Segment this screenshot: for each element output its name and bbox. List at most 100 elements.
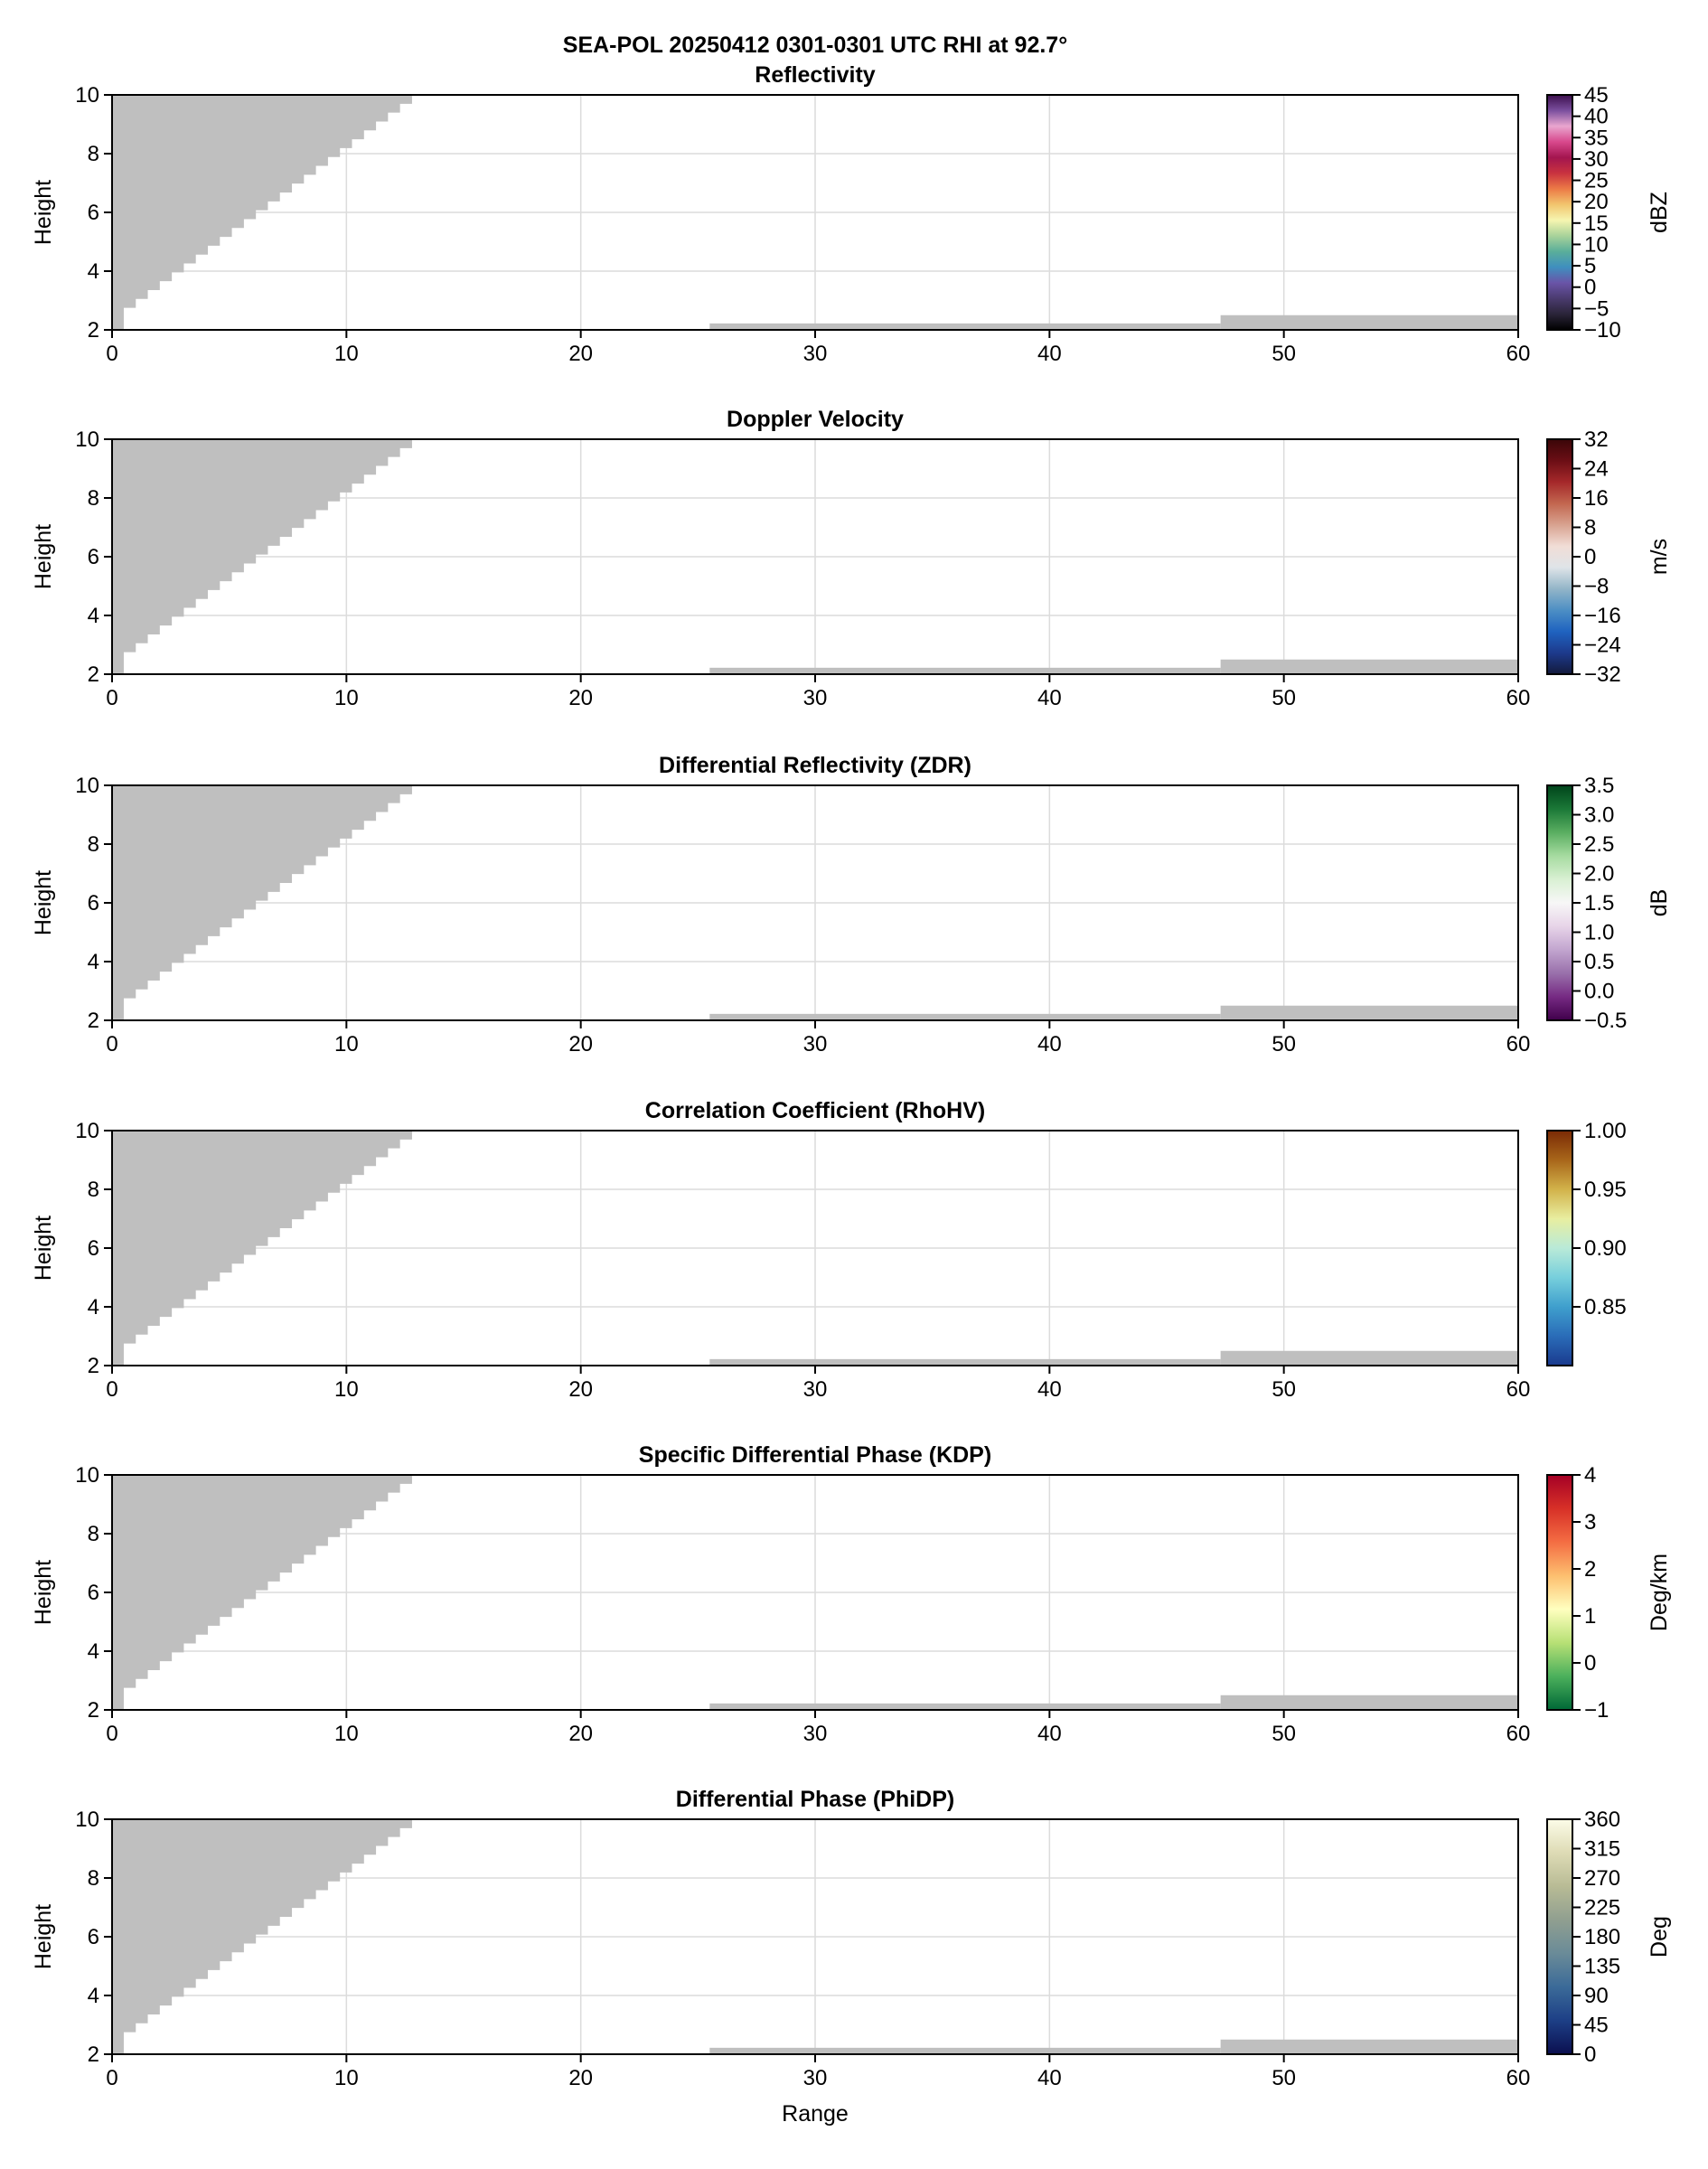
masked-region-lower [1220,315,1518,330]
colorbar-tick-label: 16 [1584,486,1609,511]
colorbar-tick-label: 0.95 [1584,1178,1627,1202]
colorbar-tick-label: 30 [1584,147,1609,172]
y-tick-label: 2 [88,1009,99,1033]
colorbar-tick-label: 0.90 [1584,1236,1627,1261]
colorbar-tick-label: 4 [1584,1463,1596,1488]
x-tick-label: 0 [106,2066,117,2090]
y-axis-label: Height [31,1904,56,1969]
colorbar-tick-label: 0.85 [1584,1295,1627,1319]
x-tick-label: 10 [334,1377,359,1402]
y-axis-label: Height [31,1216,56,1281]
colorbar-tick-label: 0 [1584,545,1596,569]
x-tick-label: 30 [803,2066,828,2090]
y-tick-label: 2 [88,1698,99,1723]
panel-title: Correlation Coefficient (RhoHV) [645,1098,985,1123]
panel-2: Differential Reflectivity (ZDR)0 10 20 30 40… [31,753,1672,1056]
y-tick-label: 10 [75,1463,99,1488]
x-tick-label: 10 [334,1032,359,1056]
colorbar-tick-label: 225 [1584,1896,1620,1920]
x-tick-label: 50 [1272,2066,1296,2090]
y-tick-label: 4 [88,1639,99,1664]
colorbar-tick-label: 360 [1584,1808,1620,1832]
masked-region-upper [112,1475,412,1710]
colorbar-tick-label: 32 [1584,427,1609,452]
colorbar-tick-label: 0.5 [1584,950,1614,974]
panel-5: Differential Phase (PhiDP)0 10 20 30 40 50 602… [31,1787,1672,2127]
colorbar-tick-label: 25 [1584,169,1609,193]
colorbar-tick-label: 1.0 [1584,921,1614,945]
x-tick-label: 30 [803,1722,828,1746]
x-tick-label: 10 [334,686,359,710]
colorbar-label: dBZ [1647,192,1672,233]
y-tick-label: 4 [88,950,99,974]
colorbar-tick-label: 2.5 [1584,832,1614,857]
masked-region-lower [709,1013,1221,1020]
masked-region-lower [709,1358,1221,1366]
masked-region-lower [709,2047,1221,2054]
masked-region-lower [709,667,1221,674]
masked-region-upper [112,785,412,1020]
colorbar-tick-label: 3 [1584,1510,1596,1535]
x-tick-label: 20 [568,1722,593,1746]
colorbar-tick-label: 0.0 [1584,980,1614,1004]
colorbar [1546,784,1573,1021]
x-tick-label: 0 [106,342,117,366]
colorbar-tick-label: 3.5 [1584,774,1614,798]
colorbar-tick-label: −16 [1584,604,1621,628]
y-tick-label: 8 [88,142,99,166]
colorbar-tick-label: 1.00 [1584,1119,1627,1143]
colorbar-tick-label: 20 [1584,190,1609,214]
panel-title: Doppler Velocity [727,407,904,432]
suptitle: SEA-POL 20250412 0301-0301 UTC RHI at 92… [563,33,1067,58]
masked-region-lower [709,1703,1221,1710]
y-tick-label: 2 [88,318,99,343]
y-tick-label: 8 [88,486,99,511]
y-tick-label: 6 [88,891,99,915]
y-tick-label: 8 [88,1178,99,1202]
x-tick-label: 20 [568,342,593,366]
masked-region-lower [1220,1695,1518,1710]
x-tick-label: 0 [106,686,117,710]
y-tick-label: 6 [88,1581,99,1605]
x-tick-label: 0 [106,1032,117,1056]
x-tick-label: 60 [1506,2066,1531,2090]
x-axis-label: Range [782,2101,849,2127]
x-tick-label: 50 [1272,686,1296,710]
x-tick-label: 10 [334,2066,359,2090]
y-tick-label: 4 [88,1295,99,1319]
colorbar-tick-label: 3.0 [1584,803,1614,828]
colorbar-tick-label: −1 [1584,1698,1609,1723]
x-tick-label: 60 [1506,1032,1531,1056]
y-tick-label: 10 [75,1808,99,1832]
y-tick-label: 6 [88,545,99,569]
colorbar-tick-label: 2 [1584,1557,1596,1582]
colorbar-tick-label: 5 [1584,254,1596,278]
colorbar-tick-label: 24 [1584,457,1609,482]
y-tick-label: 8 [88,1866,99,1891]
x-tick-label: 40 [1037,1722,1062,1746]
panel-title: Differential Reflectivity (ZDR) [659,753,971,778]
x-tick-label: 0 [106,1722,117,1746]
panel-4: Specific Differential Phase (KDP)0 10 20 30… [31,1442,1672,1746]
y-tick-label: 10 [75,774,99,798]
y-tick-label: 2 [88,2042,99,2067]
colorbar-tick-label: −0.5 [1584,1009,1627,1033]
x-tick-label: 30 [803,1377,828,1402]
x-tick-label: 40 [1037,1032,1062,1056]
x-tick-label: 50 [1272,1377,1296,1402]
colorbar-tick-label: −5 [1584,296,1609,321]
x-tick-label: 10 [334,1722,359,1746]
colorbar-tick-label: −8 [1584,575,1609,599]
panel-title: Reflectivity [755,62,875,88]
colorbar-tick-label: 90 [1584,1984,1609,2008]
y-tick-label: 10 [75,83,99,108]
x-tick-label: 40 [1037,2066,1062,2090]
masked-region-lower [709,323,1221,330]
y-tick-label: 8 [88,1522,99,1546]
colorbar-label: m/s [1647,539,1672,575]
masked-region-lower [1220,1350,1518,1366]
colorbar-tick-label: 15 [1584,211,1609,236]
x-tick-label: 50 [1272,1722,1296,1746]
